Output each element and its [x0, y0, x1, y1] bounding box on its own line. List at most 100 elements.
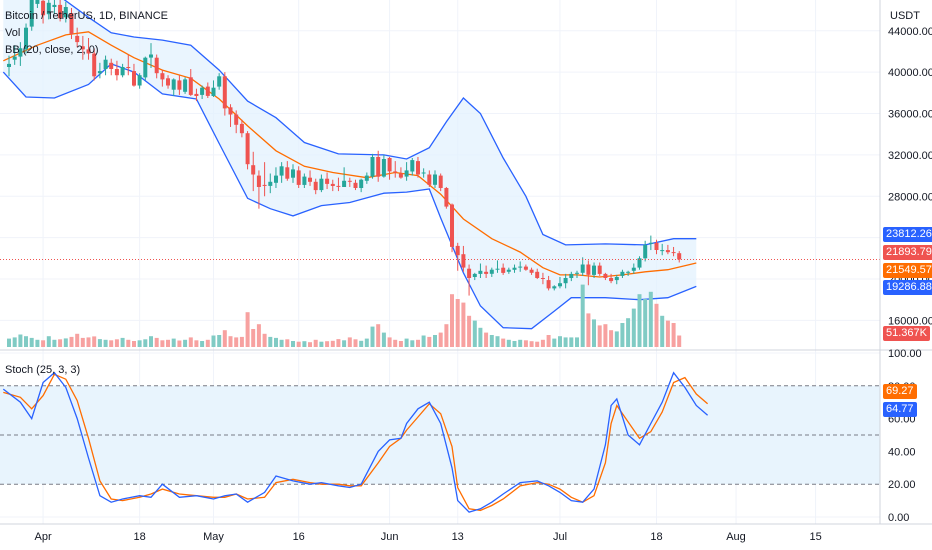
candle — [18, 42, 23, 66]
volume-bar — [575, 337, 579, 347]
candle-body — [46, 2, 51, 15]
candle-body — [52, 4, 57, 7]
candle — [438, 173, 443, 192]
candle-body — [149, 54, 153, 58]
candle — [183, 77, 188, 94]
time-tick-label: 18 — [133, 531, 145, 543]
price-tick-label: 36000.00 — [888, 109, 932, 121]
candle — [467, 264, 472, 296]
candle — [404, 162, 409, 181]
candle — [35, 0, 40, 8]
candle-body — [506, 269, 511, 272]
volume-bar — [69, 336, 74, 347]
volume-bar — [217, 335, 222, 347]
time-tick-label: 15 — [809, 531, 821, 543]
volume-bar — [109, 340, 114, 347]
candle — [308, 170, 312, 186]
candle — [274, 167, 278, 188]
volume-bar — [370, 326, 375, 347]
candle-body — [256, 175, 261, 187]
candle-body — [478, 270, 483, 274]
candle-body — [416, 161, 420, 175]
volume-bar — [228, 336, 233, 347]
lower-band-badge: 19286.88 — [883, 280, 932, 295]
volume-bar — [603, 324, 608, 347]
volume-bar — [245, 312, 250, 347]
candle — [677, 251, 682, 263]
volume-bar — [421, 335, 426, 347]
volume-bar — [137, 340, 142, 347]
candle-body — [569, 273, 574, 278]
candle — [501, 263, 506, 275]
candle — [75, 27, 80, 48]
candle — [484, 265, 489, 278]
candle-body — [558, 283, 562, 287]
volume-indicator-label[interactable]: Vol — [5, 27, 21, 39]
volume-bar — [347, 337, 352, 347]
candle — [103, 55, 108, 76]
symbol-title[interactable]: Bitcoin / TetherUS, 1D, BINANCE — [5, 10, 169, 22]
volume-bar — [671, 323, 676, 347]
candle-body — [109, 62, 114, 69]
volume-bar — [586, 313, 591, 347]
candle-body — [319, 178, 324, 191]
volume-bar — [461, 302, 466, 347]
stochastic-pane — [0, 371, 880, 513]
candle — [421, 168, 426, 178]
candle-body — [353, 182, 358, 188]
volume-bar — [296, 341, 301, 347]
stoch-indicator-label[interactable]: Stoch (25, 3, 3) — [5, 364, 81, 376]
volume-bar — [330, 340, 335, 347]
candle-body — [626, 271, 631, 273]
candle — [126, 54, 131, 76]
candle-body — [239, 123, 244, 134]
candle — [427, 170, 432, 187]
volume-bar — [274, 337, 278, 347]
candle-body — [359, 179, 364, 188]
time-tick-label: Jul — [553, 531, 567, 543]
stoch-tick-label: 100.00 — [888, 348, 922, 360]
candle-body — [211, 87, 216, 96]
candle — [234, 110, 239, 134]
candle — [120, 63, 125, 78]
stoch-k-line — [2, 371, 709, 513]
candle-body — [80, 46, 85, 50]
volume-bar — [24, 336, 28, 347]
candle — [393, 161, 398, 178]
candle — [52, 0, 57, 15]
candle — [211, 80, 216, 97]
volume-bar — [529, 341, 534, 347]
candle — [46, 0, 51, 20]
candle — [478, 263, 483, 278]
candle-body — [631, 267, 636, 271]
candle — [97, 62, 102, 79]
bollinger-indicator-label[interactable]: BB (20, close, 2, 0) — [5, 44, 99, 56]
candle — [603, 272, 608, 281]
basis-badge: 21549.57 — [883, 263, 932, 278]
volume-bar — [154, 337, 159, 347]
volume-bar — [455, 299, 460, 347]
candle — [433, 170, 437, 188]
candle-body — [540, 278, 545, 279]
candle — [654, 239, 659, 255]
candle-body — [313, 181, 318, 191]
volume-bar — [29, 337, 34, 347]
volume-bar — [234, 337, 239, 347]
candle-body — [381, 159, 386, 177]
volume-bar — [398, 341, 403, 347]
volume-bar — [132, 341, 136, 347]
candle-body — [472, 273, 477, 277]
candle-body — [501, 267, 506, 273]
candle-body — [302, 176, 307, 185]
time-tick-label: 18 — [650, 531, 662, 543]
candle-body — [398, 173, 403, 178]
candle — [472, 272, 477, 281]
candle-body — [660, 250, 665, 252]
candle — [381, 154, 386, 178]
candle-body — [154, 57, 159, 74]
volume-bar — [285, 339, 290, 347]
candle — [342, 167, 347, 187]
volume-bar — [364, 338, 369, 347]
volume-bar — [251, 329, 256, 347]
